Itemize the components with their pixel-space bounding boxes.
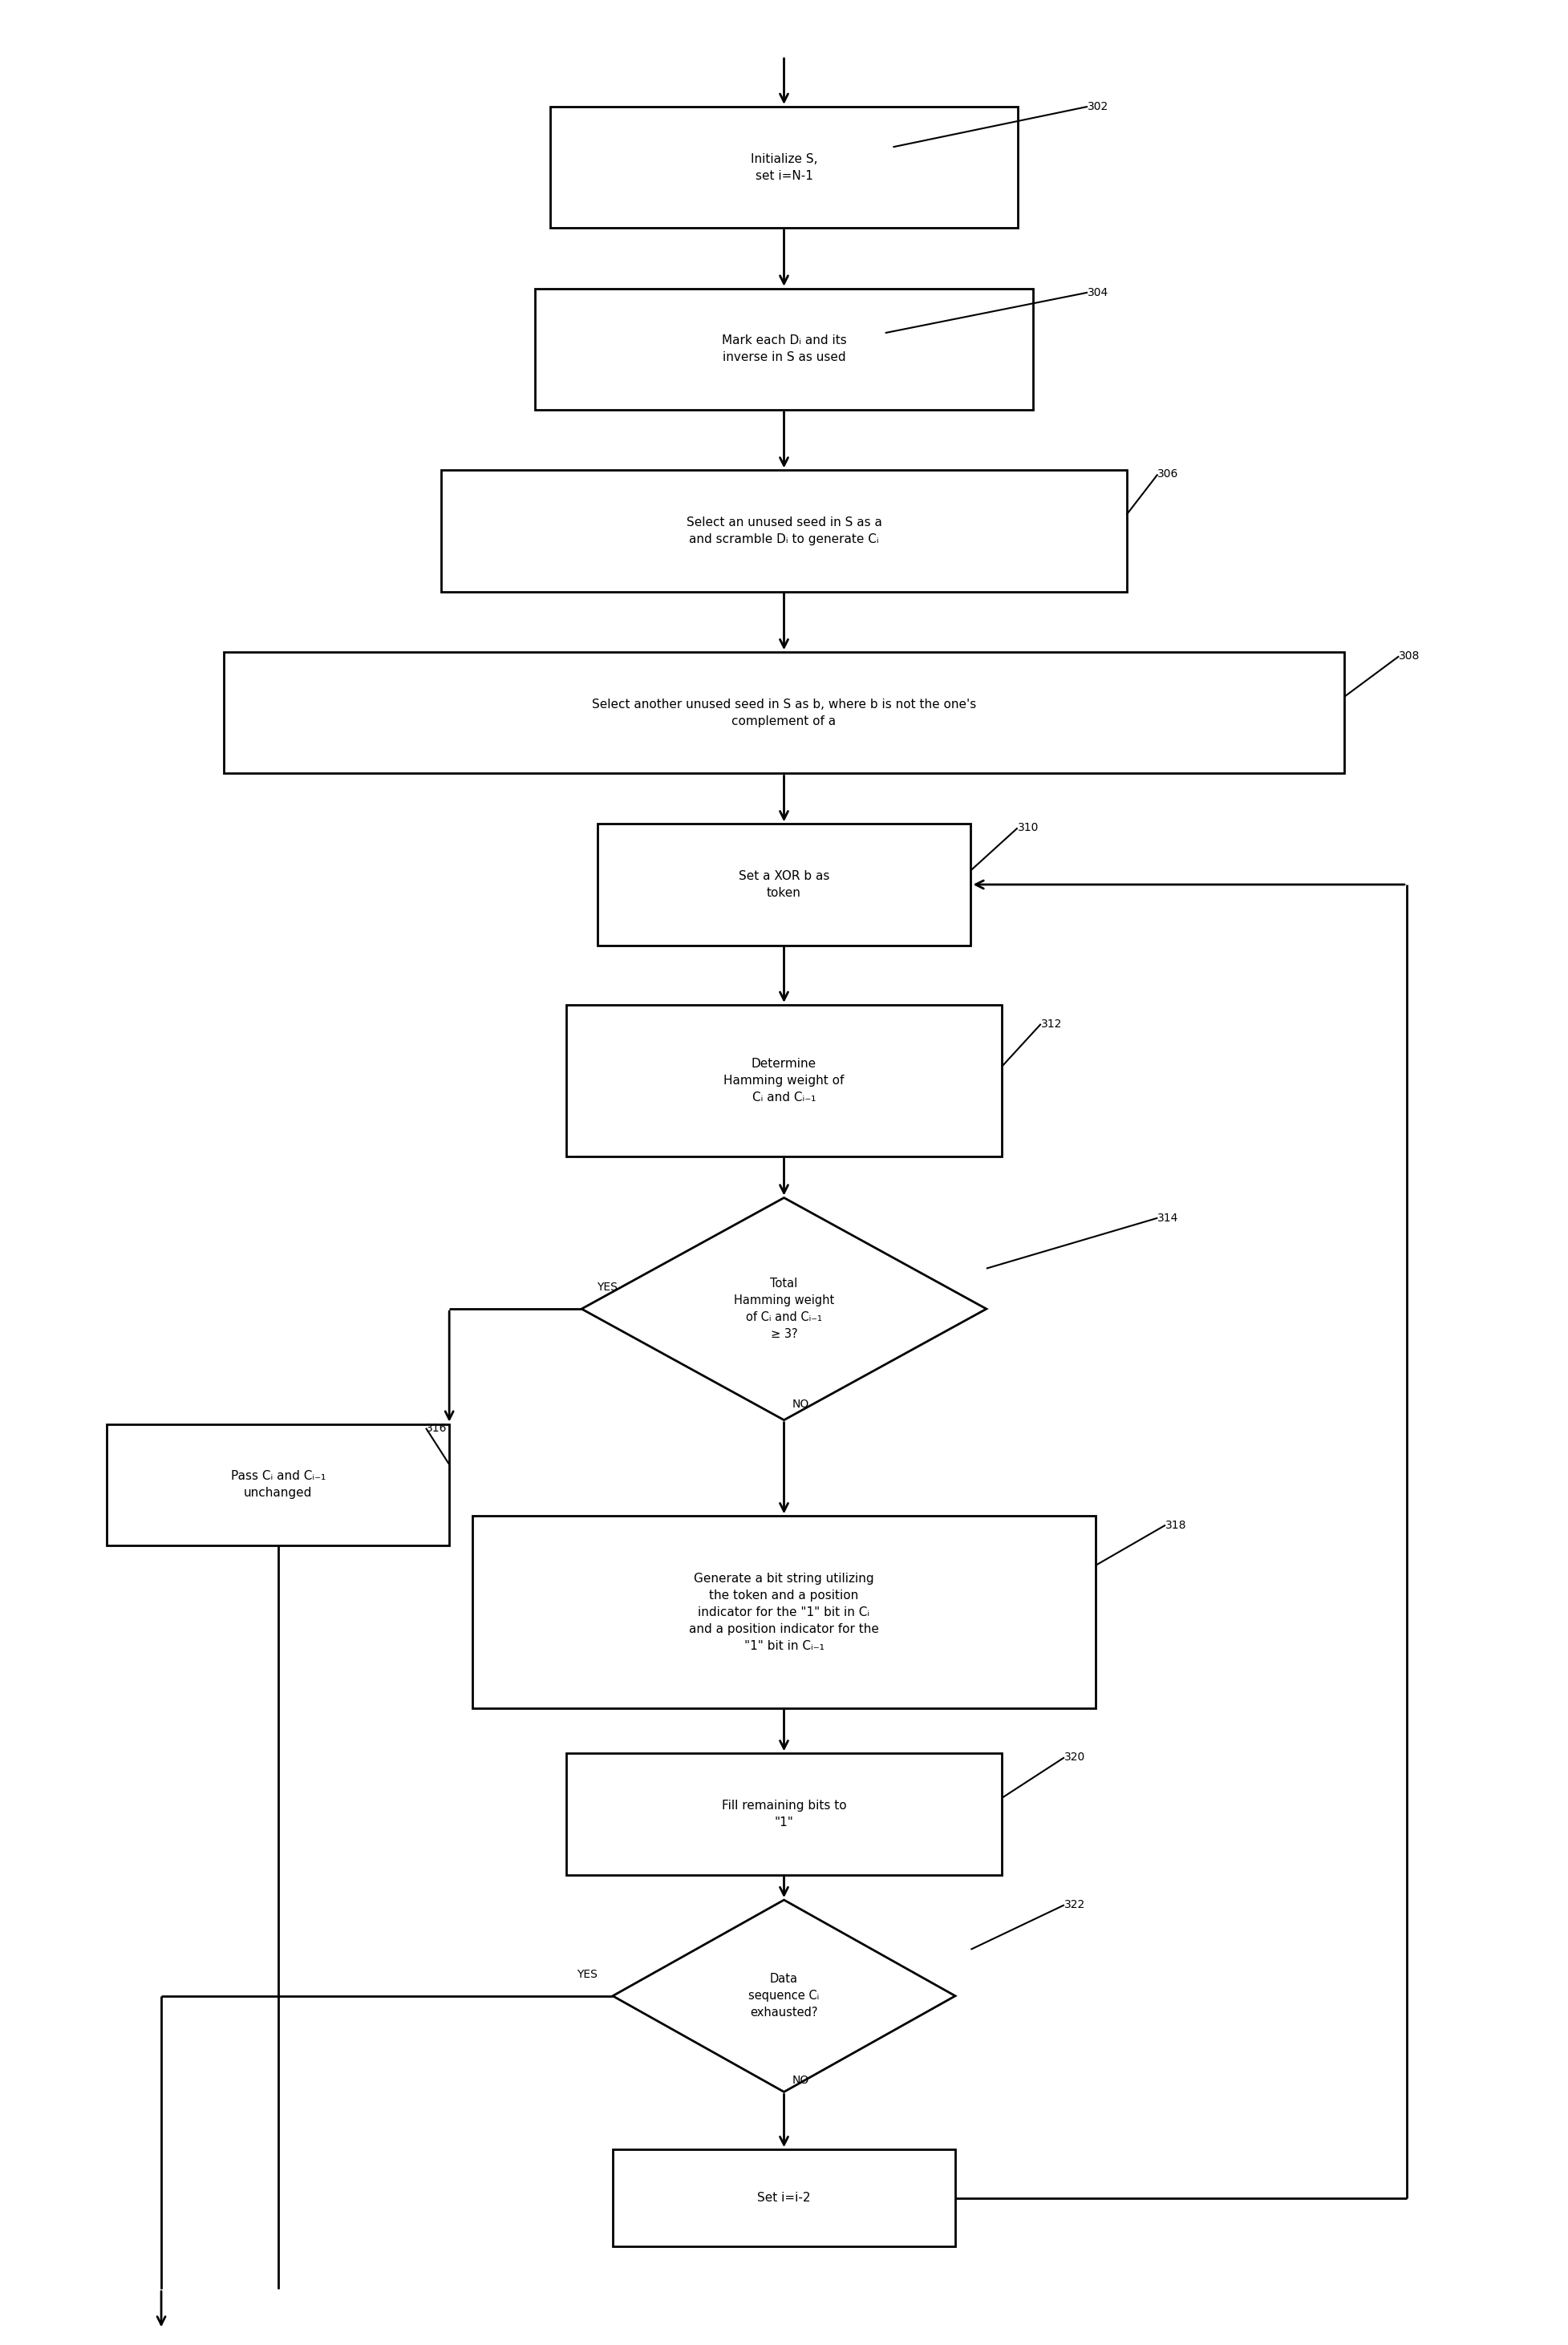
Text: Select another unused seed in S as b, where b is not the one's
complement of a: Select another unused seed in S as b, wh… bbox=[591, 699, 977, 727]
Bar bbox=[224, 652, 1344, 774]
Text: Fill remaining bits to
"1": Fill remaining bits to "1" bbox=[721, 1799, 847, 1829]
Text: 306: 306 bbox=[1157, 469, 1179, 481]
Text: 320: 320 bbox=[1065, 1752, 1085, 1763]
Bar bbox=[613, 2150, 955, 2247]
Bar bbox=[566, 1754, 1002, 1874]
Polygon shape bbox=[613, 1899, 955, 2092]
Text: 318: 318 bbox=[1165, 1520, 1187, 1531]
Text: YES: YES bbox=[577, 1967, 597, 1979]
Bar bbox=[566, 1004, 1002, 1156]
Polygon shape bbox=[582, 1198, 986, 1421]
Text: Set i=i-2: Set i=i-2 bbox=[757, 2193, 811, 2204]
Bar bbox=[472, 1515, 1096, 1707]
Text: 302: 302 bbox=[1088, 101, 1109, 113]
Text: Determine
Hamming weight of
Cᵢ and Cᵢ₋₁: Determine Hamming weight of Cᵢ and Cᵢ₋₁ bbox=[724, 1058, 844, 1104]
Text: YES: YES bbox=[597, 1280, 618, 1292]
Text: 316: 316 bbox=[426, 1423, 447, 1433]
Bar bbox=[535, 288, 1033, 410]
Text: 310: 310 bbox=[1018, 823, 1038, 832]
Text: 322: 322 bbox=[1065, 1899, 1085, 1911]
Text: 304: 304 bbox=[1088, 286, 1109, 298]
Text: Generate a bit string utilizing
the token and a position
indicator for the "1" b: Generate a bit string utilizing the toke… bbox=[688, 1571, 880, 1651]
Text: Data
sequence Cᵢ
exhausted?: Data sequence Cᵢ exhausted? bbox=[748, 1972, 820, 2019]
Text: 308: 308 bbox=[1399, 650, 1421, 661]
Text: Select an unused seed in S as a
and scramble Dᵢ to generate Cᵢ: Select an unused seed in S as a and scra… bbox=[687, 516, 881, 546]
Bar bbox=[442, 471, 1126, 591]
Bar bbox=[550, 106, 1018, 227]
Text: NO: NO bbox=[792, 2075, 809, 2085]
Text: Total
Hamming weight
of Cᵢ and Cᵢ₋₁
≥ 3?: Total Hamming weight of Cᵢ and Cᵢ₋₁ ≥ 3? bbox=[734, 1278, 834, 1341]
Text: NO: NO bbox=[792, 1398, 809, 1409]
Text: Pass Cᵢ and Cᵢ₋₁
unchanged: Pass Cᵢ and Cᵢ₋₁ unchanged bbox=[230, 1470, 326, 1498]
Text: 312: 312 bbox=[1041, 1018, 1062, 1029]
Text: 314: 314 bbox=[1157, 1212, 1179, 1224]
Text: Mark each Dᵢ and its
inverse in S as used: Mark each Dᵢ and its inverse in S as use… bbox=[721, 335, 847, 363]
Bar bbox=[597, 823, 971, 945]
Bar bbox=[107, 1423, 450, 1545]
Text: Initialize S,
set i=N-1: Initialize S, set i=N-1 bbox=[751, 152, 817, 181]
Text: Set a XOR b as
token: Set a XOR b as token bbox=[739, 870, 829, 898]
